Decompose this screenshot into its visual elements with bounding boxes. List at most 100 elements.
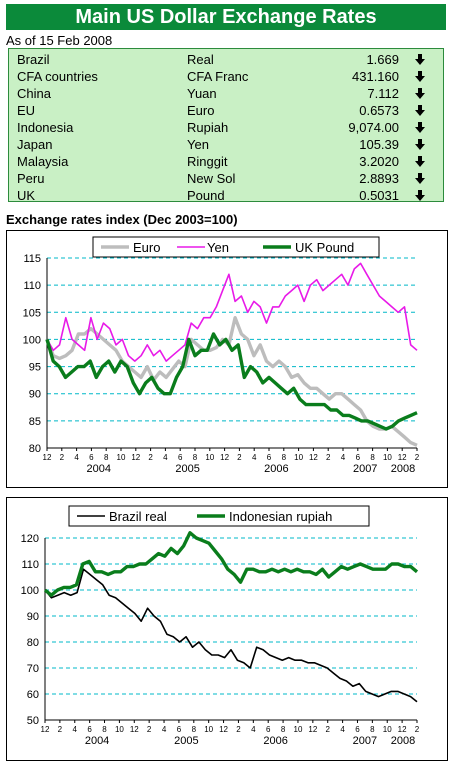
x-tick-label: 4 [340,725,345,734]
rate-row-japan: Japan Yen 105.39 [9,136,443,153]
rate-value: 7.112 [367,86,399,101]
rate-value: 431.160 [352,69,399,84]
x-tick-label: 4 [341,453,346,462]
x-tick-label: 6 [178,453,183,462]
x-tick-label: 2 [60,453,65,462]
x-tick-label: 4 [74,453,79,462]
year-label: 2008 [391,735,415,747]
x-tick-label: 2 [147,725,152,734]
y-tick-label: 95 [29,362,41,374]
country-name: EU [17,103,36,118]
y-tick-label: 60 [27,689,39,701]
currency-name: Yen [187,137,209,152]
x-tick-label: 10 [117,453,126,462]
y-tick-label: 100 [23,334,41,346]
x-tick-label: 10 [294,453,303,462]
x-tick-label: 2 [325,725,330,734]
x-tick-label: 6 [266,725,271,734]
down-arrow-icon [415,122,425,133]
year-label: 2008 [391,463,415,475]
x-tick-label: 4 [252,453,257,462]
y-tick-label: 70 [27,663,39,675]
series-line-euro [45,315,418,447]
year-label: 2006 [263,735,287,747]
legend-label: Brazil real [109,509,167,524]
country-name: Indonesia [17,120,74,135]
year-label: 2005 [174,735,198,747]
down-arrow-icon [415,105,425,116]
x-tick-label: 12 [219,725,228,734]
rate-value: 0.5031 [359,188,399,203]
series-line-uk-pound [45,332,418,431]
currency-name: Euro [187,103,215,118]
y-tick-label: 120 [21,533,39,545]
y-tick-label: 90 [29,389,41,401]
x-tick-label: 8 [281,725,286,734]
legend-label: Yen [207,240,229,255]
y-tick-label: 110 [23,280,41,292]
y-tick-label: 115 [23,253,41,265]
x-tick-label: 10 [115,725,124,734]
down-arrow-icon [415,156,425,167]
y-tick-label: 50 [27,715,39,727]
rate-row-china: China Yuan 7.112 [9,85,443,102]
rate-value: 1.669 [366,52,399,67]
rate-value: 9,074.00 [348,120,399,135]
x-tick-label: 4 [251,725,256,734]
rates-table: Brazil Real 1.669 CFA countries CFA Franc 431… [8,48,444,204]
x-tick-label: 2 [148,453,153,462]
x-tick-label: 10 [204,725,213,734]
x-tick-label: 12 [131,453,140,462]
x-tick-label: 12 [398,453,407,462]
currency-name: New Sol [187,171,236,186]
x-tick-label: 12 [220,453,229,462]
x-tick-label: 10 [383,453,392,462]
emerging-currencies-chart: 50 60 70 80 90 100 110 120 12 2 4 6 8 10 12 2 4 6 8 10 12 2 4 6… [6,497,448,761]
y-tick-label: 80 [29,443,41,455]
x-tick-label: 10 [383,725,392,734]
x-tick-label: 6 [356,453,361,462]
y-tick-label: 80 [27,637,39,649]
x-tick-label: 12 [43,453,52,462]
country-name: Peru [17,171,45,186]
y-tick-label: 100 [21,585,39,597]
series-line-brazil-real [44,568,418,703]
year-label: 2006 [264,463,288,475]
down-arrow-icon [415,54,425,65]
x-tick-label: 6 [87,725,92,734]
x-tick-label: 2 [237,453,242,462]
x-tick-label: 4 [163,453,168,462]
legend-label: UK Pound [295,240,354,255]
series-line-yen [46,262,418,362]
currency-name: Ringgit [187,154,228,169]
country-name: Japan [17,137,53,152]
rate-value: 105.39 [359,137,399,152]
country-name: UK [17,188,36,203]
year-label: 2005 [175,463,199,475]
country-name: Brazil [17,52,50,67]
legend-label: Indonesian rupiah [229,509,332,524]
country-name: Malaysia [17,154,69,169]
year-label: 2007 [353,463,377,475]
down-arrow-icon [415,139,425,150]
down-arrow-icon [415,190,425,201]
currency-name: Real [187,52,214,67]
as-of-date: As of 15 Feb 2008 [6,33,113,48]
year-label: 2004 [85,735,109,747]
x-tick-label: 8 [370,453,375,462]
rate-row-uk: UK Pound 0.5031 [9,187,443,204]
rate-row-eu: EU Euro 0.6573 [9,102,443,119]
legend-box [92,236,380,258]
x-tick-label: 6 [177,725,182,734]
x-tick-label: 12 [130,725,139,734]
x-tick-label: 2 [326,453,331,462]
x-tick-label: 10 [205,453,214,462]
x-tick-label: 8 [192,725,197,734]
currency-name: Yuan [187,86,217,101]
rate-row-indonesia: Indonesia Rupiah 9,074.00 [9,119,443,136]
index-chart-heading: Exchange rates index (Dec 2003=100) [6,212,238,227]
down-arrow-icon [415,173,425,184]
rate-row-cfa-countries: CFA countries CFA Franc 431.160 [9,68,443,85]
x-tick-label: 2 [236,725,241,734]
